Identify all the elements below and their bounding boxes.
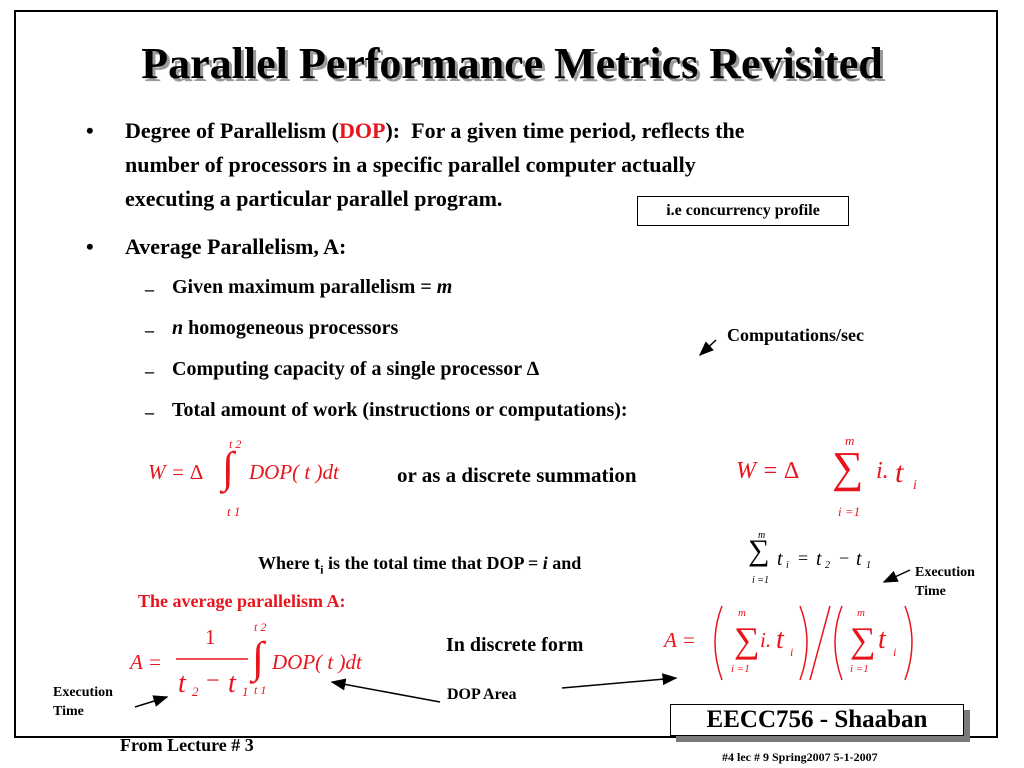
bullet-glyph-2: • — [86, 234, 94, 259]
from-lecture-label: From Lecture # 3 — [120, 735, 254, 755]
dop-desc-3: executing a particular parallel program. — [125, 186, 503, 211]
paren-left-2 — [834, 605, 843, 681]
where-rest: is the total time that DOP = — [323, 553, 543, 573]
dop-close: ): — [385, 118, 401, 143]
processors-text: homogeneous processors — [183, 317, 399, 339]
dop-area-arrow-left — [330, 678, 441, 703]
where-line: Where ti is the total time that DOP = i … — [258, 546, 581, 587]
where-t: Where t — [258, 553, 321, 573]
exec-time-right-2: Time — [915, 584, 946, 599]
computations-arrow — [698, 339, 717, 357]
exec-time-right-1: Execution — [915, 565, 975, 580]
bullet-glyph-1: • — [86, 118, 94, 143]
dop-head-text: Degree of Parallelism ( — [125, 118, 340, 143]
slide-frame — [14, 10, 998, 738]
sub-item-total-work: Total amount of work (instructions or co… — [172, 399, 628, 421]
sub-item-capacity: Computing capacity of a single processor… — [172, 358, 540, 380]
dop-heading: Degree of Parallelism (DOP): For a given… — [125, 114, 745, 148]
max-parallelism-text: Given maximum parallelism = — [172, 276, 437, 298]
exec-time-right-label: Execution Time — [915, 563, 975, 601]
slide-title: Parallel Performance Metrics Revisited — [141, 39, 883, 88]
dop-desc-1: For a given time period, reflects the — [411, 118, 745, 143]
avg-parallelism-label: The average parallelism A: — [138, 591, 346, 611]
where-i: i — [542, 553, 548, 573]
dop-acronym: DOP — [339, 118, 386, 143]
sub-item-processors: n homogeneous processors — [172, 311, 398, 345]
computations-label: Computations/sec — [727, 325, 865, 345]
paren-right-1 — [799, 605, 808, 681]
concurrency-profile-box: i.e concurrency profile — [637, 196, 849, 226]
discrete-summation-label: or as a discrete summation — [397, 463, 637, 487]
processors-var: n — [172, 317, 184, 339]
dop-area-arrow-right — [561, 673, 678, 689]
max-parallelism-var: m — [436, 276, 453, 298]
course-badge: EECC756 - Shaaban — [670, 704, 972, 744]
avg-parallelism-heading: Average Parallelism, A: — [125, 234, 347, 259]
dash-1: – — [145, 279, 154, 299]
sub-item-max-parallelism: Given maximum parallelism = m — [172, 270, 452, 304]
badge-label: EECC756 - Shaaban — [670, 704, 964, 736]
paren-left-1 — [714, 605, 723, 681]
exec-time-left-1: Execution — [53, 685, 113, 700]
discrete-form-label: In discrete form — [446, 634, 584, 656]
exec-time-left-2: Time — [53, 704, 84, 719]
slide-footer: #4 lec # 9 Spring2007 5-1-2007 — [722, 750, 878, 764]
where-and: and — [547, 553, 582, 573]
exec-time-right-arrow — [882, 569, 911, 583]
paren-right-2 — [904, 605, 913, 681]
division-slash — [809, 605, 831, 681]
dop-area-label: DOP Area — [447, 686, 517, 703]
dash-3: – — [145, 361, 154, 381]
where-t-sub: i — [320, 562, 324, 577]
exec-time-left-arrow — [134, 695, 169, 708]
dop-desc-2: number of processors in a specific paral… — [125, 152, 696, 177]
exec-time-left-label: Execution Time — [53, 683, 113, 721]
dash-4: – — [145, 402, 154, 422]
dash-2: – — [145, 320, 154, 340]
